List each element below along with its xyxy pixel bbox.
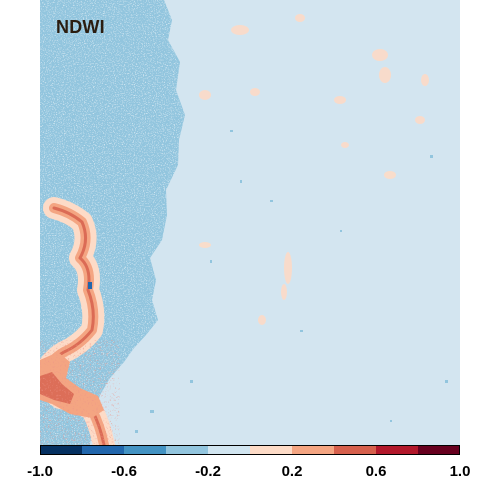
map-title: NDWI <box>56 17 105 37</box>
colorbar-bin-7 <box>334 445 376 455</box>
colorbar-tick-label: 0.6 <box>365 463 387 480</box>
colorbar-bin-3 <box>166 445 208 455</box>
colorbar-bin-6 <box>292 445 334 455</box>
colorbar-tick-label: -0.2 <box>195 463 221 480</box>
colorbar-bin-4 <box>208 445 250 455</box>
colorbar-bin-2 <box>124 445 166 455</box>
colorbar-bin-9 <box>418 445 460 455</box>
open-water-spot <box>88 282 92 289</box>
colorbar-tick-label: 1.0 <box>449 463 471 480</box>
ndwi-raster <box>40 0 460 445</box>
wetland-texture <box>40 340 120 445</box>
colorbar-bin-1 <box>82 445 124 455</box>
scattered-patches <box>199 14 429 325</box>
colorbar <box>40 445 460 455</box>
scattered-specks <box>135 130 448 433</box>
colorbar-tick-label: -0.6 <box>111 463 137 480</box>
ndwi-map <box>40 0 460 445</box>
colorbar-tick-label: -1.0 <box>27 463 53 480</box>
colorbar-bin-5 <box>250 445 292 455</box>
colorbar-bin-0 <box>40 445 82 455</box>
colorbar-frame <box>40 445 460 455</box>
colorbar-bin-8 <box>376 445 418 455</box>
colorbar-tick-label: 0.2 <box>281 463 303 480</box>
